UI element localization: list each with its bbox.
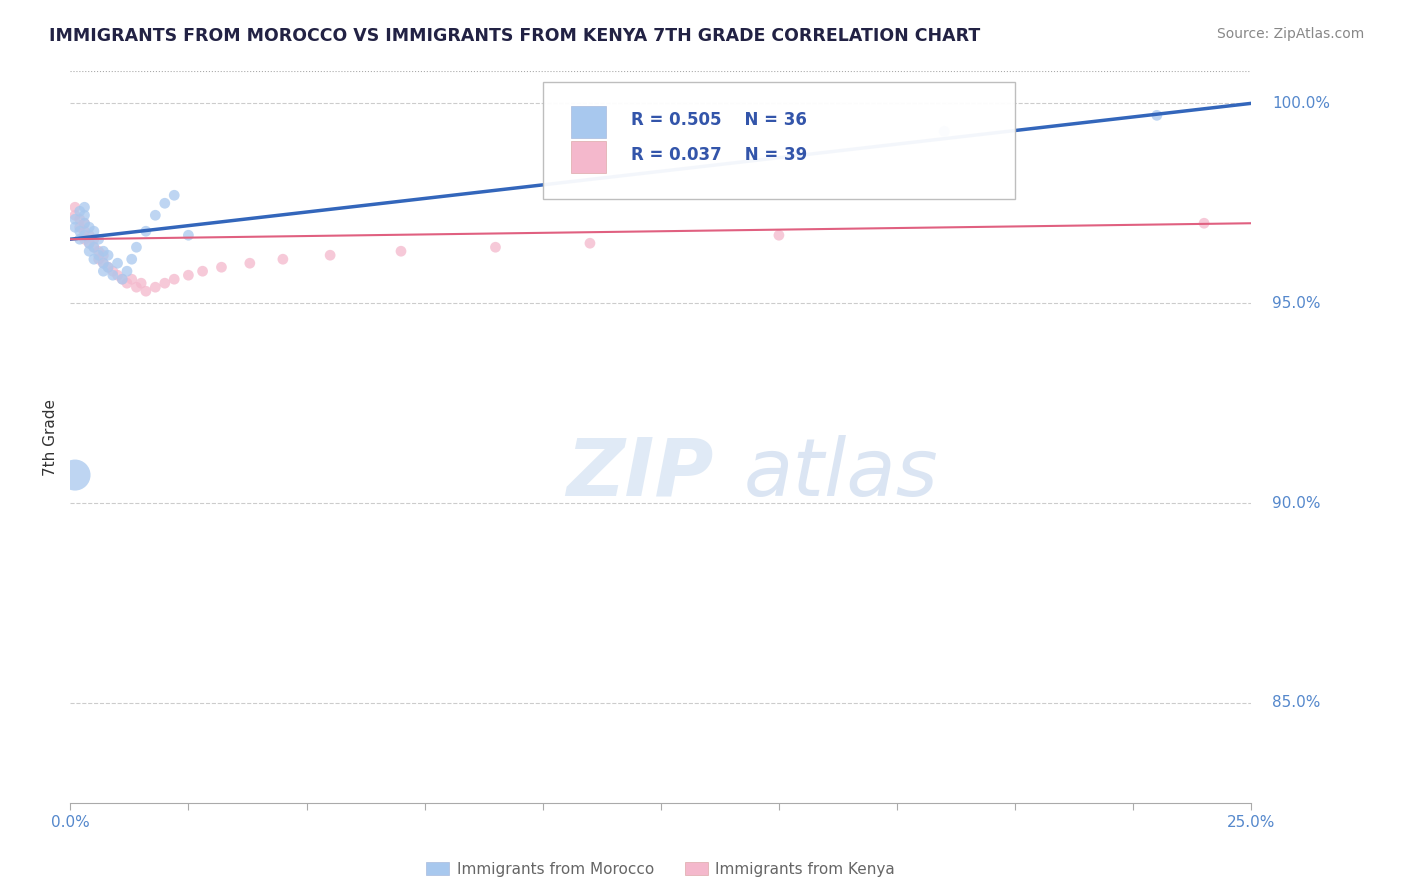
- Point: [63, 220, 86, 235]
- Point: [177, 268, 200, 283]
- Point: [73, 232, 96, 246]
- Point: [63, 200, 86, 214]
- Point: [63, 208, 86, 222]
- Point: [83, 240, 105, 254]
- Text: Source: ZipAtlas.com: Source: ZipAtlas.com: [1216, 27, 1364, 41]
- Point: [319, 248, 342, 262]
- Point: [83, 224, 105, 238]
- Point: [69, 224, 91, 238]
- Point: [101, 264, 124, 278]
- Text: ZIP: ZIP: [567, 434, 714, 513]
- Text: R = 0.505    N = 36: R = 0.505 N = 36: [631, 111, 807, 128]
- Point: [211, 260, 233, 275]
- Point: [107, 268, 129, 283]
- FancyBboxPatch shape: [571, 141, 606, 173]
- Point: [87, 252, 110, 267]
- Point: [768, 228, 790, 243]
- Point: [579, 236, 602, 251]
- Point: [87, 248, 110, 262]
- Point: [69, 220, 91, 235]
- Point: [83, 252, 105, 267]
- Point: [153, 276, 176, 290]
- Point: [83, 232, 105, 246]
- Point: [271, 252, 294, 267]
- Point: [163, 188, 186, 202]
- Point: [77, 244, 100, 259]
- Point: [77, 236, 100, 251]
- Point: [97, 260, 120, 275]
- Point: [63, 468, 86, 483]
- Point: [143, 208, 166, 222]
- Point: [97, 260, 120, 275]
- Text: atlas: atlas: [744, 434, 938, 513]
- Point: [1192, 216, 1215, 230]
- Point: [77, 228, 100, 243]
- Point: [77, 236, 100, 251]
- Text: 95.0%: 95.0%: [1272, 295, 1320, 310]
- Point: [77, 220, 100, 235]
- Point: [129, 276, 152, 290]
- Text: 85.0%: 85.0%: [1272, 696, 1320, 710]
- Point: [125, 240, 148, 254]
- Point: [484, 240, 506, 254]
- Point: [63, 212, 86, 227]
- Point: [121, 252, 143, 267]
- Point: [93, 244, 115, 259]
- Point: [73, 200, 96, 214]
- Point: [135, 224, 157, 238]
- Point: [163, 272, 186, 286]
- Point: [125, 280, 148, 294]
- Point: [107, 256, 129, 270]
- Point: [1146, 108, 1168, 122]
- Point: [73, 216, 96, 230]
- Point: [97, 248, 120, 262]
- Legend: Immigrants from Morocco, Immigrants from Kenya: Immigrants from Morocco, Immigrants from…: [420, 855, 901, 883]
- Point: [177, 228, 200, 243]
- Point: [121, 272, 143, 286]
- Point: [191, 264, 214, 278]
- Point: [389, 244, 412, 259]
- Point: [135, 284, 157, 298]
- Point: [69, 204, 91, 219]
- Point: [93, 248, 115, 262]
- Point: [73, 224, 96, 238]
- Point: [73, 208, 96, 222]
- Point: [73, 216, 96, 230]
- Point: [87, 244, 110, 259]
- Point: [115, 264, 138, 278]
- Point: [143, 280, 166, 294]
- Point: [87, 232, 110, 246]
- Point: [93, 256, 115, 270]
- Point: [83, 240, 105, 254]
- Point: [239, 256, 262, 270]
- Text: 100.0%: 100.0%: [1272, 95, 1330, 111]
- Point: [111, 272, 134, 286]
- Point: [93, 256, 115, 270]
- Point: [115, 276, 138, 290]
- FancyBboxPatch shape: [571, 106, 606, 138]
- Point: [93, 264, 115, 278]
- Point: [111, 272, 134, 286]
- Point: [69, 212, 91, 227]
- Text: R = 0.037    N = 39: R = 0.037 N = 39: [631, 145, 807, 164]
- Y-axis label: 7th Grade: 7th Grade: [44, 399, 59, 475]
- Point: [101, 268, 124, 283]
- Point: [73, 228, 96, 243]
- Text: 90.0%: 90.0%: [1272, 496, 1320, 510]
- Text: IMMIGRANTS FROM MOROCCO VS IMMIGRANTS FROM KENYA 7TH GRADE CORRELATION CHART: IMMIGRANTS FROM MOROCCO VS IMMIGRANTS FR…: [49, 27, 980, 45]
- Point: [934, 124, 956, 138]
- Point: [153, 196, 176, 211]
- FancyBboxPatch shape: [543, 82, 1015, 200]
- Point: [69, 232, 91, 246]
